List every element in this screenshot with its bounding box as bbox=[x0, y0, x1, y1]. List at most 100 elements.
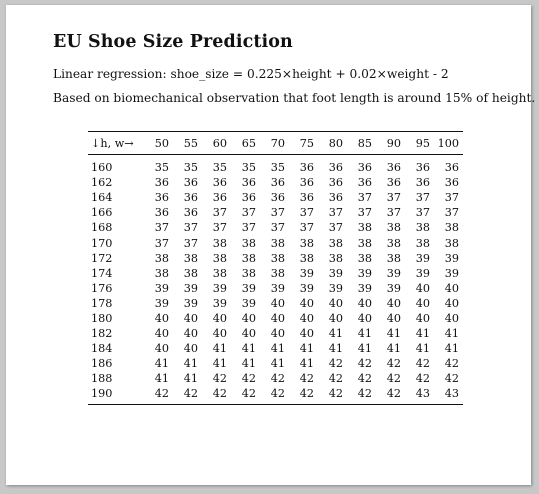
shoe-size-cell: 43 bbox=[401, 386, 430, 405]
shoe-size-cell: 42 bbox=[415, 357, 430, 371]
weight-header: 95 bbox=[401, 131, 430, 155]
shoe-size-cell: 37 bbox=[212, 206, 227, 220]
shoe-size-cell: 42 bbox=[386, 372, 401, 386]
shoe-size-cell: 39 bbox=[154, 281, 169, 295]
shoe-size-cell: 42 bbox=[357, 357, 372, 371]
shoe-size-cell: 37 bbox=[299, 221, 314, 235]
shoe-size-cell: 40 bbox=[241, 327, 256, 341]
explanation-note: Based on biomechanical observation that … bbox=[53, 91, 536, 105]
shoe-size-cell: 35 bbox=[183, 161, 198, 175]
shoe-size-cell: 39 bbox=[386, 281, 401, 295]
shoe-size-cell: 36 bbox=[328, 161, 343, 175]
shoe-size-cell: 37 bbox=[415, 206, 430, 220]
shoe-size-cell: 37 bbox=[357, 206, 372, 220]
shoe-size-cell: 41 bbox=[444, 327, 459, 341]
shoe-size-cell: 42 bbox=[386, 357, 401, 371]
height-cell: 176 bbox=[91, 281, 113, 295]
shoe-size-cell: 37 bbox=[328, 206, 343, 220]
weight-header: 55 bbox=[169, 131, 198, 155]
shoe-size-cell: 40 bbox=[299, 327, 314, 341]
shoe-size-cell: 40 bbox=[212, 311, 227, 325]
shoe-size-cell: 38 bbox=[212, 251, 227, 265]
shoe-size-cell: 35 bbox=[154, 161, 169, 175]
shoe-size-cell: 38 bbox=[299, 251, 314, 265]
shoe-size-cell: 39 bbox=[241, 296, 256, 310]
shoe-size-cell: 38 bbox=[386, 221, 401, 235]
height-cell: 166 bbox=[91, 206, 113, 220]
shoe-size-cell: 38 bbox=[270, 236, 285, 250]
height-cell: 168 bbox=[91, 221, 113, 235]
shoe-size-cell: 38 bbox=[154, 251, 169, 265]
shoe-size-cell: 39 bbox=[241, 281, 256, 295]
shoe-size-cell: 42 bbox=[212, 372, 227, 386]
shoe-size-cell: 42 bbox=[415, 372, 430, 386]
shoe-size-cell: 39 bbox=[415, 266, 430, 280]
height-cell: 184 bbox=[91, 342, 113, 356]
height-cell: 172 bbox=[91, 251, 113, 265]
shoe-size-cell: 40 bbox=[357, 296, 372, 310]
shoe-size-cell: 39 bbox=[357, 281, 372, 295]
table-row: 174 38 38 38 38 38 39 39 39 39 39 39 bbox=[88, 266, 463, 281]
shoe-size-cell: 39 bbox=[154, 296, 169, 310]
shoe-size-table: ↓h, w→ 50 55 60 65 70 75 80 85 90 95 100 160 35 35 35… bbox=[88, 131, 463, 405]
shoe-size-cell: 36 bbox=[328, 191, 343, 205]
shoe-size-cell: 41 bbox=[357, 327, 372, 341]
shoe-size-cell: 38 bbox=[444, 236, 459, 250]
shoe-size-cell: 37 bbox=[328, 221, 343, 235]
shoe-size-cell: 37 bbox=[154, 221, 169, 235]
shoe-size-cell: 42 bbox=[241, 372, 256, 386]
shoe-size-cell: 37 bbox=[444, 191, 459, 205]
shoe-size-cell: 42 bbox=[343, 386, 372, 405]
shoe-size-cell: 42 bbox=[169, 386, 198, 405]
shoe-size-cell: 38 bbox=[357, 221, 372, 235]
shoe-size-cell: 40 bbox=[154, 311, 169, 325]
table-row: 188 41 41 42 42 42 42 42 42 42 42 42 bbox=[88, 371, 463, 386]
shoe-size-cell: 36 bbox=[299, 191, 314, 205]
shoe-size-cell: 38 bbox=[328, 236, 343, 250]
shoe-size-cell: 40 bbox=[241, 311, 256, 325]
shoe-size-cell: 41 bbox=[212, 357, 227, 371]
shoe-size-cell: 42 bbox=[444, 357, 459, 371]
shoe-size-cell: 37 bbox=[299, 206, 314, 220]
shoe-size-cell: 41 bbox=[444, 342, 459, 356]
shoe-size-cell: 42 bbox=[314, 386, 343, 405]
shoe-size-cell: 40 bbox=[183, 342, 198, 356]
shoe-size-cell: 40 bbox=[154, 327, 169, 341]
table-row: 176 39 39 39 39 39 39 39 39 39 40 40 bbox=[88, 281, 463, 296]
shoe-size-cell: 41 bbox=[270, 342, 285, 356]
height-cell: 180 bbox=[91, 311, 113, 325]
shoe-size-cell: 38 bbox=[212, 236, 227, 250]
shoe-size-cell: 39 bbox=[270, 281, 285, 295]
weight-header: 70 bbox=[256, 131, 285, 155]
shoe-size-cell: 41 bbox=[357, 342, 372, 356]
shoe-size-cell: 41 bbox=[241, 357, 256, 371]
shoe-size-cell: 39 bbox=[212, 296, 227, 310]
shoe-size-cell: 41 bbox=[386, 327, 401, 341]
shoe-size-cell: 40 bbox=[415, 311, 430, 325]
shoe-size-cell: 38 bbox=[241, 266, 256, 280]
table-header-row: ↓h, w→ 50 55 60 65 70 75 80 85 90 95 100 bbox=[88, 131, 463, 155]
shoe-size-cell: 38 bbox=[270, 266, 285, 280]
shoe-size-cell: 36 bbox=[212, 176, 227, 190]
table-row: 160 35 35 35 35 35 36 36 36 36 36 36 bbox=[88, 155, 463, 176]
shoe-size-cell: 36 bbox=[328, 176, 343, 190]
table-body: 160 35 35 35 35 35 36 36 36 36 36 36 162 36 36 36 36 36 36… bbox=[88, 155, 463, 405]
shoe-size-cell: 42 bbox=[328, 372, 343, 386]
shoe-size-cell: 40 bbox=[415, 281, 430, 295]
shoe-size-cell: 40 bbox=[183, 311, 198, 325]
shoe-size-cell: 38 bbox=[241, 236, 256, 250]
shoe-size-cell: 36 bbox=[241, 176, 256, 190]
shoe-size-cell: 36 bbox=[154, 191, 169, 205]
shoe-size-cell: 41 bbox=[328, 327, 343, 341]
shoe-size-cell: 38 bbox=[444, 221, 459, 235]
shoe-size-cell: 40 bbox=[328, 296, 343, 310]
shoe-size-cell: 38 bbox=[386, 236, 401, 250]
shoe-size-cell: 36 bbox=[270, 191, 285, 205]
shoe-size-cell: 36 bbox=[212, 191, 227, 205]
shoe-size-cell: 36 bbox=[444, 176, 459, 190]
shoe-size-cell: 42 bbox=[372, 386, 401, 405]
shoe-size-cell: 37 bbox=[270, 206, 285, 220]
weight-header: 50 bbox=[140, 131, 169, 155]
shoe-size-cell: 38 bbox=[386, 251, 401, 265]
shoe-size-cell: 36 bbox=[299, 161, 314, 175]
